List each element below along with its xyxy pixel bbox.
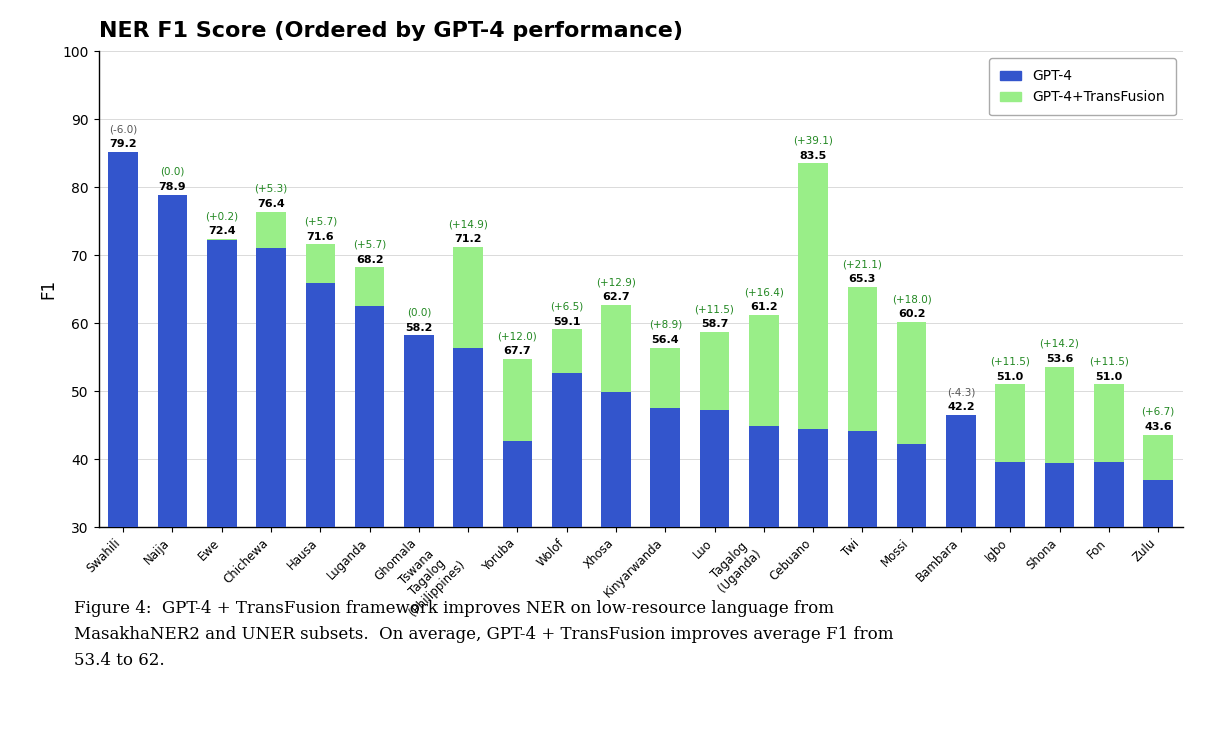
Text: (+5.7): (+5.7) xyxy=(354,239,386,250)
Text: 43.6: 43.6 xyxy=(1145,422,1172,432)
Text: Figure 4:  GPT-4 + TransFusion framework improves NER on low-resource language f: Figure 4: GPT-4 + TransFusion framework … xyxy=(74,600,893,670)
Bar xyxy=(404,335,434,527)
Text: 79.2: 79.2 xyxy=(110,139,137,149)
Text: (+14.2): (+14.2) xyxy=(1040,339,1079,349)
Text: (-6.0): (-6.0) xyxy=(110,124,137,134)
Text: (+5.7): (+5.7) xyxy=(304,217,336,227)
Text: (+6.7): (+6.7) xyxy=(1142,407,1174,417)
Text: (+18.0): (+18.0) xyxy=(892,294,931,304)
Text: 71.6: 71.6 xyxy=(307,231,334,242)
Text: 65.3: 65.3 xyxy=(849,274,876,284)
Bar xyxy=(848,430,877,527)
Bar xyxy=(503,359,532,527)
Bar xyxy=(1094,463,1124,527)
Text: 72.4: 72.4 xyxy=(208,226,235,236)
Text: (0.0): (0.0) xyxy=(160,167,185,177)
Bar xyxy=(601,392,631,527)
Text: NER F1 Score (Ordered by GPT-4 performance): NER F1 Score (Ordered by GPT-4 performan… xyxy=(99,21,683,41)
Text: (+8.9): (+8.9) xyxy=(649,320,681,330)
Bar xyxy=(404,335,434,527)
Text: 83.5: 83.5 xyxy=(800,151,827,160)
Bar xyxy=(650,408,680,527)
Bar xyxy=(256,212,286,527)
Bar xyxy=(256,247,286,527)
Text: 53.6: 53.6 xyxy=(1046,354,1073,364)
Text: 68.2: 68.2 xyxy=(356,255,383,265)
Bar xyxy=(946,415,976,527)
Text: (+12.9): (+12.9) xyxy=(596,277,636,287)
Text: (+12.0): (+12.0) xyxy=(498,332,537,341)
Bar xyxy=(108,152,138,527)
Text: 58.7: 58.7 xyxy=(701,319,728,329)
Text: 51.0: 51.0 xyxy=(997,372,1024,381)
Bar xyxy=(355,306,384,527)
Bar xyxy=(1143,435,1173,527)
Bar xyxy=(848,287,877,527)
Text: 61.2: 61.2 xyxy=(750,302,777,313)
Bar xyxy=(453,348,483,527)
Text: (+39.1): (+39.1) xyxy=(793,135,833,146)
Bar xyxy=(995,384,1025,527)
Bar xyxy=(798,429,828,527)
Y-axis label: F1: F1 xyxy=(39,279,57,299)
Bar xyxy=(552,329,582,527)
Text: 78.9: 78.9 xyxy=(159,182,186,192)
Text: 76.4: 76.4 xyxy=(257,199,285,209)
Bar xyxy=(749,427,779,527)
Bar xyxy=(1045,463,1074,527)
Text: (+14.9): (+14.9) xyxy=(448,220,488,229)
Text: 58.2: 58.2 xyxy=(405,323,432,332)
Bar xyxy=(453,247,483,527)
Bar xyxy=(108,152,138,527)
Text: (+16.4): (+16.4) xyxy=(744,287,784,297)
Legend: GPT-4, GPT-4+TransFusion: GPT-4, GPT-4+TransFusion xyxy=(989,58,1175,116)
Bar xyxy=(1094,384,1124,527)
Bar xyxy=(700,410,729,527)
Bar xyxy=(1143,480,1173,527)
Bar xyxy=(306,283,335,527)
Bar xyxy=(158,195,187,527)
Bar xyxy=(1045,367,1074,527)
Text: 51.0: 51.0 xyxy=(1095,372,1122,381)
Bar xyxy=(946,415,976,527)
Bar xyxy=(158,195,187,527)
Text: (+11.5): (+11.5) xyxy=(695,305,734,314)
Bar xyxy=(207,240,237,527)
Bar xyxy=(650,348,680,527)
Bar xyxy=(601,305,631,527)
Text: 60.2: 60.2 xyxy=(898,309,925,319)
Text: (-4.3): (-4.3) xyxy=(946,387,976,397)
Text: 42.2: 42.2 xyxy=(947,402,975,412)
Text: (+0.2): (+0.2) xyxy=(206,211,238,221)
Bar xyxy=(995,463,1025,527)
Bar xyxy=(798,163,828,527)
Text: (+11.5): (+11.5) xyxy=(1089,356,1129,367)
Bar xyxy=(503,441,532,527)
Text: (+6.5): (+6.5) xyxy=(551,302,583,312)
Bar xyxy=(306,244,335,527)
Text: (0.0): (0.0) xyxy=(407,307,431,318)
Bar xyxy=(749,315,779,527)
Bar xyxy=(897,444,926,527)
Text: (+11.5): (+11.5) xyxy=(991,356,1030,367)
Text: 71.2: 71.2 xyxy=(455,234,482,244)
Bar xyxy=(897,322,926,527)
Text: (+5.3): (+5.3) xyxy=(255,184,287,194)
Text: 56.4: 56.4 xyxy=(652,335,679,345)
Bar xyxy=(552,373,582,527)
Bar xyxy=(700,332,729,527)
Bar xyxy=(207,239,237,527)
Text: 67.7: 67.7 xyxy=(504,346,531,356)
Text: (+21.1): (+21.1) xyxy=(843,259,882,269)
Text: 62.7: 62.7 xyxy=(602,292,630,302)
Bar xyxy=(355,267,384,527)
Text: 59.1: 59.1 xyxy=(553,316,580,326)
